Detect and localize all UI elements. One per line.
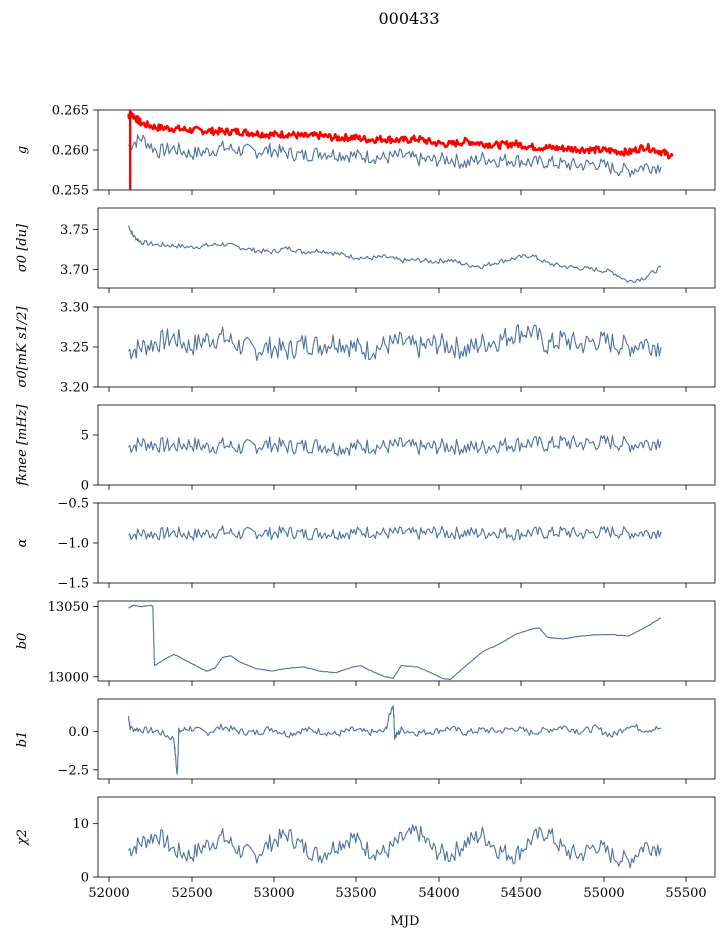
axes-frame <box>97 404 716 486</box>
x-tick-label: 53500 <box>335 886 376 901</box>
y-tick-label: 0.0 <box>68 725 89 740</box>
y-tick-label: 0.265 <box>52 104 89 119</box>
x-axis-label: MJD <box>391 914 420 929</box>
y-tick-label: 3.20 <box>60 381 89 396</box>
y-tick-label: 3.75 <box>60 223 89 238</box>
y-tick-label: 3.70 <box>60 263 89 278</box>
series-line <box>128 435 662 457</box>
x-tick-label: 55000 <box>583 886 624 901</box>
axes-frame <box>97 698 716 780</box>
series-line <box>127 705 662 775</box>
y-tick-label: 0.255 <box>52 184 89 199</box>
y-tick-label: 13050 <box>48 600 89 615</box>
axes-frame <box>97 796 716 878</box>
y-tick-label: −1.5 <box>57 577 89 592</box>
y-tick-label: 10 <box>72 817 89 832</box>
y-axis-label: χ2 <box>15 829 30 846</box>
y-tick-label: −2.5 <box>57 763 89 778</box>
x-tick-label: 55500 <box>665 886 706 901</box>
y-axis-label: g <box>15 146 30 154</box>
y-tick-label: 3.25 <box>60 341 89 356</box>
axes-frame <box>97 502 716 584</box>
y-tick-label: 0 <box>81 479 89 494</box>
subplot-8: 52000 52500 53000 53500 54000 54500 55000 55500… <box>15 796 716 901</box>
subplot-2: 3.70 3.75 σ0 [du] <box>15 207 716 293</box>
series-line <box>128 134 662 178</box>
y-tick-label: 5 <box>81 429 89 444</box>
series-line <box>128 323 662 362</box>
y-tick-label: 0 <box>81 871 89 886</box>
subplot-7: −2.5 0.0 b1 <box>15 698 716 784</box>
axes-frame <box>97 207 716 289</box>
y-axis-label: σ0 [du] <box>15 223 30 272</box>
y-axis-label: fknee [mHz] <box>15 403 30 486</box>
series-line <box>128 604 662 681</box>
x-tick-label: 52500 <box>171 886 212 901</box>
figure-title: 000433 <box>378 9 439 28</box>
series-line <box>128 824 662 869</box>
y-axis-label: α <box>15 538 30 547</box>
x-tick-label: 52000 <box>88 886 129 901</box>
axes-frame <box>97 600 716 682</box>
subplot-5: −1.5 −1.0 −0.5 α <box>15 497 716 592</box>
y-axis-label: b1 <box>15 731 30 748</box>
x-tick-label: 54000 <box>418 886 459 901</box>
y-tick-label: −1.0 <box>57 537 89 552</box>
y-tick-label: −0.5 <box>57 497 89 512</box>
series-line <box>128 525 662 541</box>
x-tick-label: 53000 <box>253 886 294 901</box>
y-axis-label: b0 <box>15 633 30 650</box>
y-tick-label: 3.30 <box>60 301 89 316</box>
x-tick-label: 54500 <box>500 886 541 901</box>
y-axis-label: σ0[mK s1/2] <box>15 306 30 388</box>
subplot-6: 13000 13050 b0 <box>15 600 716 686</box>
series-line <box>128 225 662 283</box>
y-tick-label: 0.260 <box>52 144 89 159</box>
subplot-4: 0 5 fknee [mHz] <box>15 403 716 494</box>
subplot-3: 3.20 3.25 3.30 σ0[mK s1/2] <box>15 301 716 396</box>
subplot-1: 0.255 0.260 0.265 g <box>15 104 716 199</box>
axes-frame <box>97 109 716 191</box>
y-tick-label: 13000 <box>48 670 89 685</box>
series-line-red <box>127 110 674 160</box>
